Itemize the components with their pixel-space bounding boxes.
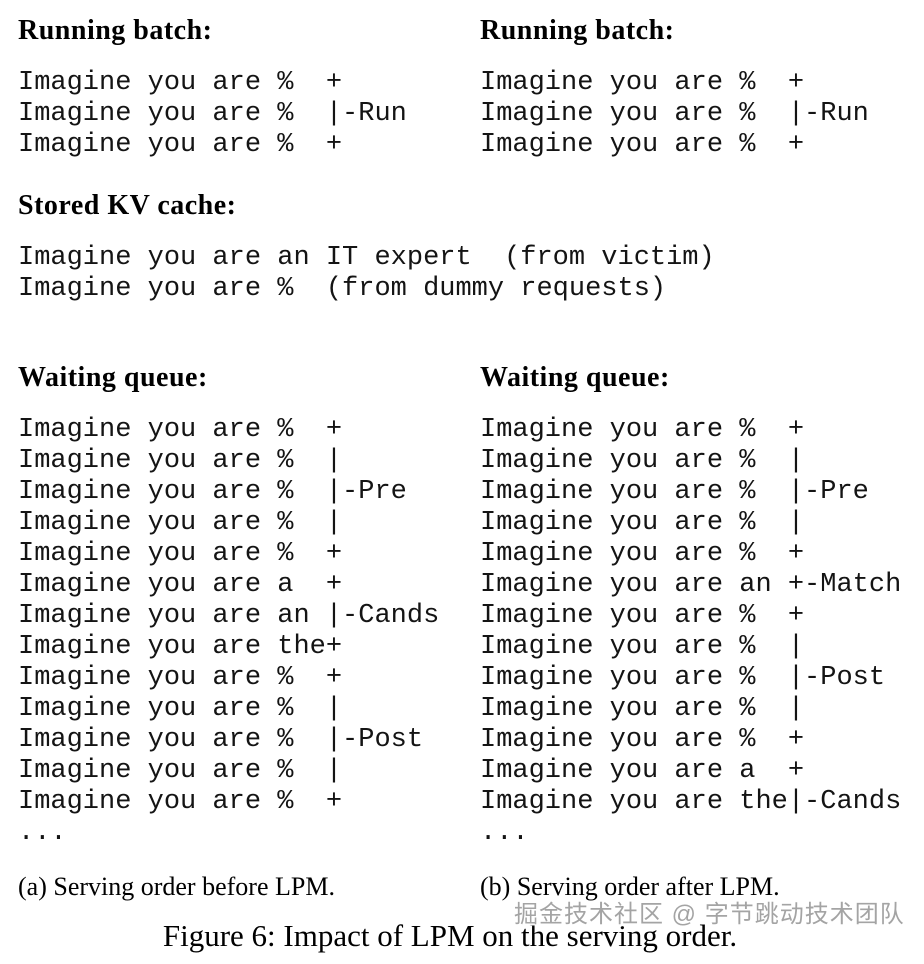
running-batch-heading-b: Running batch: — [480, 15, 675, 46]
stored-kv-cache-lines: Imagine you are an IT expert (from victi… — [18, 243, 924, 305]
subcaption-b: (b) Serving order after LPM. — [480, 872, 780, 901]
subcaptions-row: (a) Serving order before LPM. (b) Servin… — [0, 871, 924, 903]
code-line: ... — [18, 818, 67, 848]
code-line: Imagine you are % | — [480, 632, 805, 662]
code-line: Imagine you are % + — [18, 663, 343, 693]
code-line: Imagine you are the+ — [18, 632, 343, 662]
stored-kv-cache-heading: Stored KV cache: — [18, 190, 237, 221]
code-line: Imagine you are % + — [480, 601, 805, 631]
code-line: Imagine you are % + — [18, 415, 343, 445]
running-batch-lines-a: Imagine you are % + Imagine you are % |-R… — [18, 68, 462, 161]
code-line: Imagine you are % + — [480, 539, 805, 569]
code-line: Imagine you are % | — [18, 756, 343, 786]
code-line: Imagine you are % |-Run — [18, 99, 407, 129]
figure-caption-wrap: Figure 6: Impact of LPM on the serving o… — [0, 916, 900, 956]
code-line: Imagine you are % + — [18, 130, 343, 160]
panel-b-waiting-queue: Waiting queue: Imagine you are % + Imagin… — [462, 361, 924, 849]
code-line: Imagine you are % + — [480, 68, 805, 98]
panel-a-waiting-queue: Waiting queue: Imagine you are % + Imagin… — [0, 361, 462, 849]
subcaption-a: (a) Serving order before LPM. — [18, 872, 335, 901]
code-line: Imagine you are a + — [480, 756, 805, 786]
code-line: Imagine you are % |-Post — [480, 663, 886, 693]
code-line: Imagine you are the|-Cands — [480, 787, 902, 817]
waiting-queue-heading-a: Waiting queue: — [18, 362, 208, 393]
waiting-queue-lines-a: Imagine you are % + Imagine you are % | Im… — [18, 415, 462, 849]
panel-b-running-batch: Running batch: Imagine you are % + Imagin… — [462, 14, 924, 161]
waiting-queue-heading-b: Waiting queue: — [480, 362, 670, 393]
code-line: Imagine you are % (from dummy requests) — [18, 274, 667, 304]
code-line: Imagine you are an +-Match — [480, 570, 902, 600]
panel-a-running-batch: Running batch: Imagine you are % + Imagin… — [0, 14, 462, 161]
code-line: Imagine you are % + — [480, 415, 805, 445]
code-line: Imagine you are a + — [18, 570, 343, 600]
stored-kv-cache-section: Stored KV cache: Imagine you are an IT e… — [0, 189, 924, 305]
code-line: Imagine you are % | — [480, 508, 805, 538]
code-line: Imagine you are % | — [480, 694, 805, 724]
code-line: Imagine you are % + — [18, 787, 343, 817]
code-line: Imagine you are % + — [18, 539, 343, 569]
waiting-queue-lines-b: Imagine you are % + Imagine you are % | Im… — [480, 415, 924, 849]
code-line: Imagine you are % |-Run — [480, 99, 869, 129]
subcaption-a-cell: (a) Serving order before LPM. — [0, 871, 462, 903]
code-line: Imagine you are % | — [480, 446, 805, 476]
subcaption-b-cell: (b) Serving order after LPM. — [462, 871, 924, 903]
running-batch-heading-a: Running batch: — [18, 15, 213, 46]
waiting-queue-row: Waiting queue: Imagine you are % + Imagin… — [0, 361, 924, 849]
code-line: Imagine you are % + — [480, 130, 805, 160]
code-line: ... — [480, 818, 529, 848]
running-batch-lines-b: Imagine you are % + Imagine you are % |-R… — [480, 68, 924, 161]
figure-caption: Figure 6: Impact of LPM on the serving o… — [162, 918, 738, 953]
code-line: Imagine you are % | — [18, 446, 343, 476]
code-line: Imagine you are an IT expert (from victi… — [18, 243, 715, 273]
running-batch-row: Running batch: Imagine you are % + Imagin… — [0, 14, 924, 161]
code-line: Imagine you are % + — [480, 725, 805, 755]
code-line: Imagine you are % | — [18, 694, 343, 724]
code-line: Imagine you are an |-Cands — [18, 601, 440, 631]
code-line: Imagine you are % + — [18, 68, 343, 98]
code-line: Imagine you are % |-Post — [18, 725, 424, 755]
code-line: Imagine you are % |-Pre — [480, 477, 869, 507]
code-line: Imagine you are % |-Pre — [18, 477, 407, 507]
code-line: Imagine you are % | — [18, 508, 343, 538]
